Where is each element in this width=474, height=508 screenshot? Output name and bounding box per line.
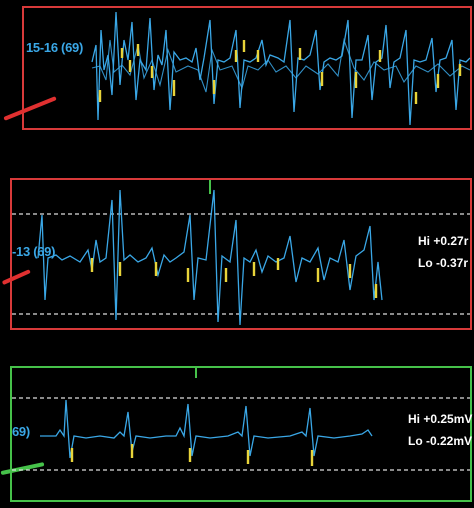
channel-2-readout: Hi +0.27r Lo -0.37r: [418, 230, 468, 274]
channel-2-trace: [37, 189, 383, 326]
channel-1-panel[interactable]: [22, 6, 472, 130]
channel-3-readout: Hi +0.25mV Lo -0.22mV: [408, 408, 472, 452]
channel-2-panel[interactable]: [10, 178, 472, 330]
channel-3-hi-value: Hi +0.25mV: [408, 412, 473, 426]
channel-3-panel[interactable]: [10, 366, 472, 502]
channel-2-label: -13 (69): [12, 244, 56, 259]
channel-2-lo-value: Lo -0.37r: [418, 256, 469, 270]
channel-1-label: 15-16 (69): [26, 40, 83, 55]
channel-2-hi-value: Hi +0.27r: [418, 234, 469, 248]
channel-3-trace: [40, 399, 373, 459]
channel-3-label: 69): [12, 424, 30, 439]
channel-3-lo-value: Lo -0.22mV: [408, 434, 473, 448]
